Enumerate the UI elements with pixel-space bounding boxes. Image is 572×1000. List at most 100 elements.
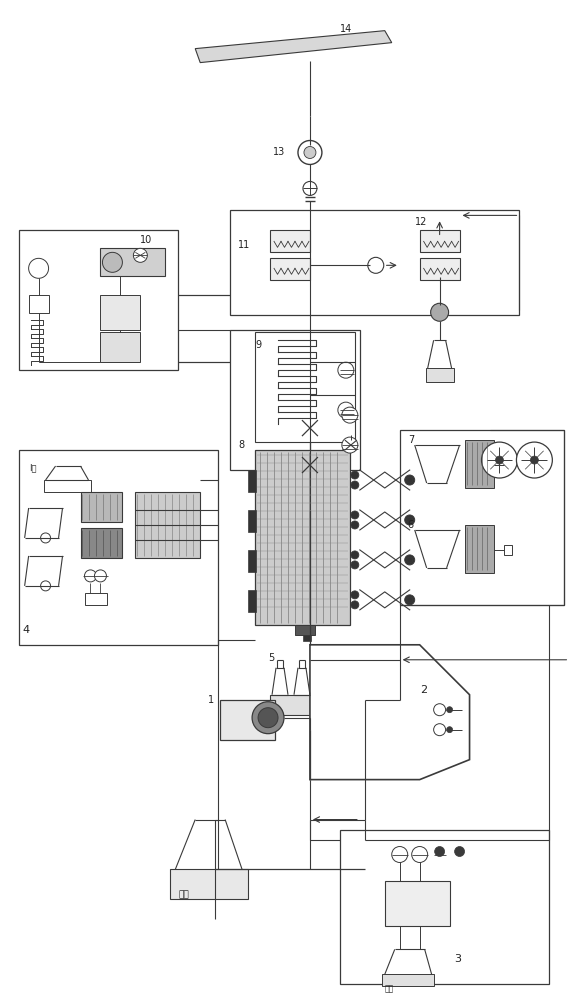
Circle shape [405,475,415,485]
Circle shape [431,303,448,321]
Circle shape [405,595,415,605]
Circle shape [298,140,322,164]
Circle shape [342,407,358,423]
Text: 1: 1 [208,695,214,705]
Bar [19,230,178,370]
Bar [170,869,248,899]
Circle shape [338,402,354,418]
Bar [29,295,49,313]
Bar [136,492,200,558]
Text: 6: 6 [408,520,414,530]
Circle shape [351,561,359,569]
Circle shape [303,181,317,195]
Circle shape [351,481,359,489]
Circle shape [482,442,518,478]
Text: 14: 14 [340,24,352,34]
Circle shape [435,847,444,857]
Polygon shape [195,31,392,63]
Bar [255,332,355,442]
Polygon shape [310,645,470,780]
Bar [230,330,360,470]
Circle shape [405,515,415,525]
Bar [382,974,434,986]
Text: 2: 2 [420,685,427,695]
Bar [101,332,140,362]
Text: 5: 5 [268,653,275,663]
Circle shape [368,257,384,273]
Bar [385,881,450,926]
Text: I样: I样 [29,464,36,473]
Bar [505,545,513,555]
Circle shape [351,591,359,599]
Bar [101,295,140,330]
Circle shape [434,724,446,736]
Text: 3: 3 [455,954,462,964]
Text: 4: 4 [23,625,30,635]
Bar [220,700,275,740]
Circle shape [342,437,358,453]
Circle shape [85,570,97,582]
Circle shape [455,847,464,857]
Circle shape [304,146,316,158]
Circle shape [29,258,49,278]
Circle shape [258,708,278,728]
Bar [81,528,122,558]
Bar [248,590,256,612]
Bar [505,460,513,470]
Circle shape [338,362,354,378]
Bar [230,210,519,315]
Bar [420,258,459,280]
Circle shape [392,847,408,862]
Bar [303,635,311,641]
Bar [43,480,92,492]
Text: 11: 11 [238,240,251,250]
Text: 8: 8 [238,440,244,450]
Circle shape [351,601,359,609]
Text: 用气: 用气 [385,985,394,994]
Bar [248,550,256,572]
Bar [101,248,165,276]
Bar [464,525,494,573]
Circle shape [102,252,122,272]
Circle shape [434,704,446,716]
Bar [270,695,320,715]
Circle shape [407,477,412,483]
Circle shape [447,727,452,733]
Bar [270,230,310,252]
Bar [270,258,310,280]
Circle shape [495,456,503,464]
Bar [400,430,565,605]
Circle shape [530,456,538,464]
Circle shape [517,442,553,478]
Circle shape [351,521,359,529]
Circle shape [133,248,148,262]
Circle shape [407,517,412,523]
Bar [85,593,108,605]
Circle shape [351,551,359,559]
Circle shape [405,555,415,565]
Circle shape [407,557,412,563]
Circle shape [41,533,50,543]
Bar [81,492,122,522]
Circle shape [407,597,412,603]
Bar [340,830,549,984]
Bar [426,368,454,382]
Text: 煤气: 煤气 [178,890,189,899]
Text: 7: 7 [408,435,414,445]
Text: 10: 10 [140,235,152,245]
Bar [248,470,256,492]
Circle shape [41,581,50,591]
Bar [295,625,315,635]
Circle shape [351,511,359,519]
Circle shape [94,570,106,582]
Bar [420,230,459,252]
Bar [255,450,350,625]
Text: 12: 12 [415,217,427,227]
Circle shape [412,847,428,862]
Text: 13: 13 [273,147,285,157]
Circle shape [351,471,359,479]
Bar [464,440,494,488]
Circle shape [252,702,284,734]
Text: 9: 9 [255,340,261,350]
Bar [19,450,218,645]
